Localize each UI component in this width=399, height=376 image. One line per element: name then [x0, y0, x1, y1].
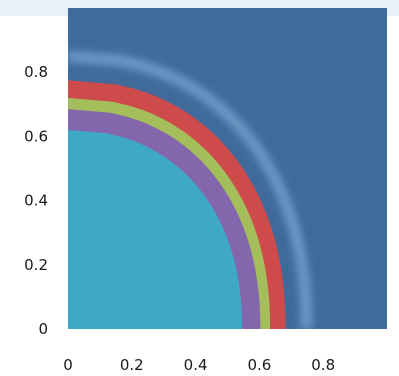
x-tick-label: 0 [63, 356, 73, 374]
x-axis-ticks: 0 0.2 0.4 0.6 0.8 [63, 356, 335, 374]
y-tick-label: 0 [38, 320, 48, 338]
x-tick-label: 0.4 [184, 356, 208, 374]
glow-ring [68, 54, 309, 329]
y-tick-label: 0.4 [24, 192, 48, 210]
regions-group [68, 49, 314, 329]
y-axis-ticks: 0 0.2 0.4 0.6 0.8 [24, 63, 48, 338]
y-tick-label: 0.6 [24, 127, 48, 145]
region-4 [68, 129, 243, 329]
x-tick-label: 0.6 [247, 356, 271, 374]
x-tick-label: 0.8 [311, 356, 335, 374]
plot-area [68, 8, 387, 329]
x-tick-label: 0.2 [120, 356, 144, 374]
y-tick-label: 0.2 [24, 256, 48, 274]
y-tick-label: 0.8 [24, 63, 48, 81]
